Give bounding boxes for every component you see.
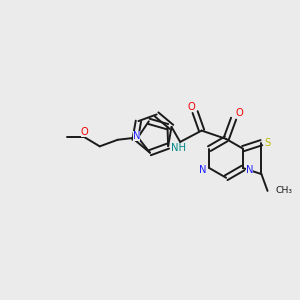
Text: NH: NH — [171, 143, 186, 153]
Text: CH₃: CH₃ — [276, 186, 293, 195]
Text: N: N — [246, 165, 253, 175]
Text: N: N — [133, 131, 140, 141]
Text: S: S — [265, 138, 271, 148]
Text: O: O — [81, 127, 89, 137]
Text: O: O — [188, 102, 195, 112]
Text: O: O — [235, 108, 243, 118]
Text: N: N — [199, 165, 206, 175]
